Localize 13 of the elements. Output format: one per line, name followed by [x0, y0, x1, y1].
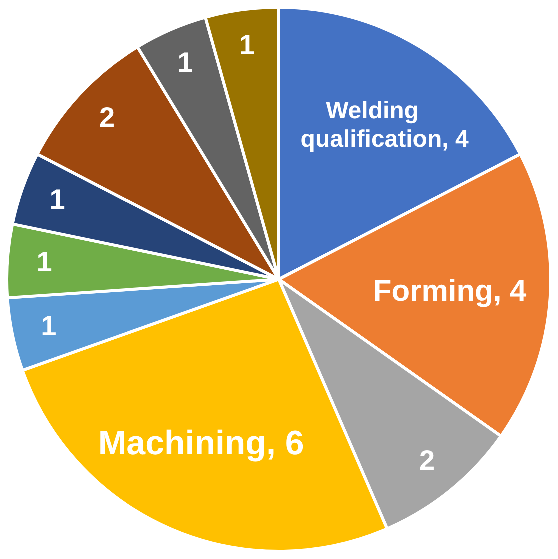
data-label: 1 — [50, 184, 66, 215]
data-label: , 4 — [442, 126, 470, 154]
data-label: 1 — [239, 30, 255, 61]
slice-label: Machining — [98, 424, 266, 463]
data-label: 1 — [36, 246, 52, 278]
data-label: 2 — [420, 444, 436, 476]
category-label: Welding qualification — [300, 97, 442, 154]
data-label: , 6 — [266, 424, 304, 463]
slice-label: Forming — [373, 274, 494, 308]
data-label: , 4 — [493, 274, 528, 308]
data-label: 1 — [41, 310, 57, 342]
data-label: 1 — [178, 46, 194, 78]
data-label: 2 — [99, 102, 116, 134]
